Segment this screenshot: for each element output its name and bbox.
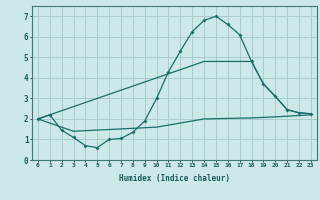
X-axis label: Humidex (Indice chaleur): Humidex (Indice chaleur): [119, 174, 230, 183]
